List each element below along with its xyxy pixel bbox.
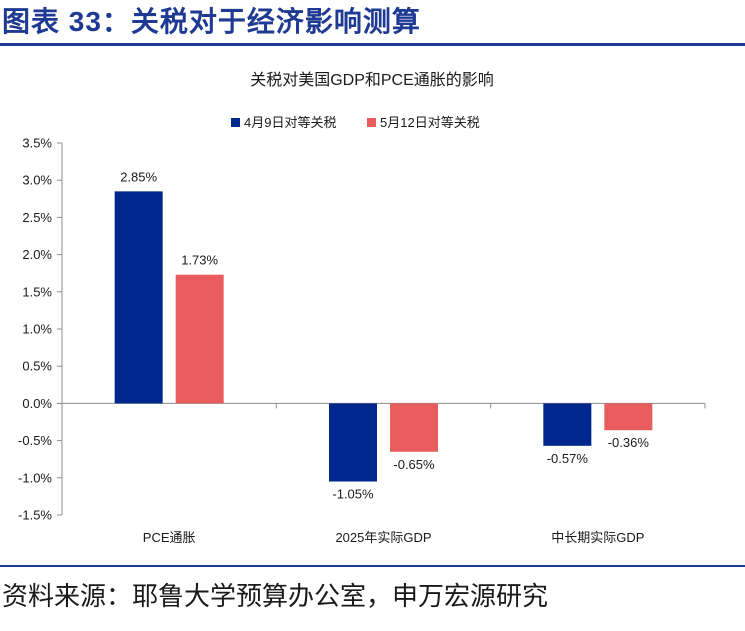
y-tick-label: -1.0%	[18, 470, 52, 485]
y-tick-label: 2.5%	[22, 210, 52, 225]
y-tick-label: -1.5%	[18, 508, 52, 523]
y-tick-label: 1.0%	[22, 322, 52, 337]
y-tick-label: 1.5%	[22, 284, 52, 299]
data-label: -0.65%	[393, 457, 435, 472]
bar-series-1	[114, 191, 163, 404]
chart-title: 关税对美国GDP和PCE通胀的影响	[250, 71, 494, 89]
x-category-label: 中长期实际GDP	[551, 530, 644, 545]
data-label: -1.05%	[332, 487, 374, 502]
legend-swatch-series-2	[367, 118, 376, 127]
y-tick-label: -0.5%	[18, 433, 52, 448]
data-label: -0.57%	[547, 451, 589, 466]
legend-label-series-2: 5月12日对等关税	[380, 115, 480, 130]
y-tick-label: 0.5%	[22, 359, 52, 374]
figure-title: 图表 33：关税对于经济影响测算	[2, 6, 421, 37]
legend-swatch-series-1	[231, 118, 240, 127]
y-tick-label: 3.5%	[22, 136, 52, 151]
x-category-label: 2025年实际GDP	[335, 530, 431, 545]
x-category-label: PCE通胀	[143, 530, 196, 545]
y-tick-label: 0.0%	[22, 396, 52, 411]
data-label: 1.73%	[181, 253, 218, 268]
bar-series-1	[329, 403, 377, 482]
data-label: -0.36%	[608, 435, 650, 450]
bar-series-2	[175, 274, 224, 404]
y-tick-label: 2.0%	[22, 247, 52, 262]
bottom-divider	[0, 565, 745, 567]
y-tick-label: 3.0%	[22, 173, 52, 188]
bar-chart: 关税对美国GDP和PCE通胀的影响 4月9日对等关税 5月12日对等关税 3.5…	[18, 71, 706, 545]
legend-label-series-1: 4月9日对等关税	[244, 115, 336, 130]
data-label: 2.85%	[120, 169, 157, 184]
top-divider	[0, 43, 745, 46]
bar-series-2	[390, 403, 438, 452]
plot-area: 3.5% 3.0% 2.5% 2.0% 1.5% 1.0% 0.5% 0.0% -0.5% -1.…	[18, 136, 706, 545]
bar-series-2	[604, 403, 653, 431]
chart-legend: 4月9日对等关税 5月12日对等关税	[231, 115, 480, 130]
bar-series-1	[543, 403, 592, 446]
source-note: 资料来源：耶鲁大学预算办公室，申万宏源研究	[2, 581, 549, 611]
